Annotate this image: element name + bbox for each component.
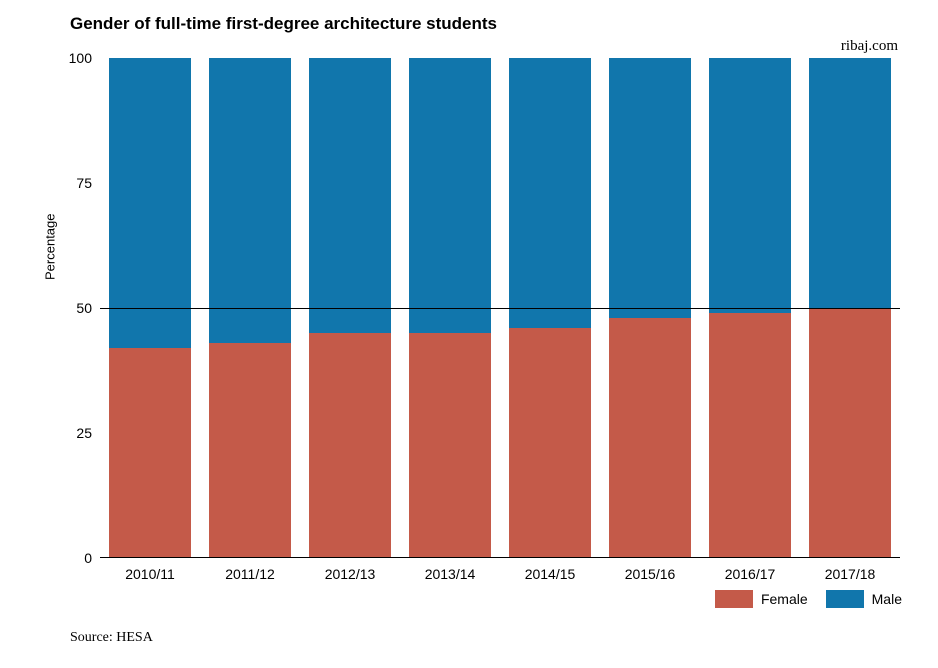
bar-segment-male — [309, 58, 391, 333]
y-tick-label: 25 — [62, 425, 100, 441]
legend-label: Female — [761, 591, 808, 607]
x-tick-label: 2012/13 — [325, 566, 376, 582]
source-label: Source: HESA — [70, 630, 153, 646]
bar-segment-female — [409, 333, 491, 558]
attribution-label: ribaj.com — [841, 38, 898, 55]
x-tick-label: 2011/12 — [225, 566, 275, 582]
bar-segment-male — [609, 58, 691, 318]
bar-segment-female — [109, 348, 191, 558]
x-tick-label: 2013/14 — [425, 566, 476, 582]
legend-item: Female — [715, 590, 808, 608]
bar-segment-female — [209, 343, 291, 558]
bar-segment-female — [609, 318, 691, 558]
bar-segment-female — [809, 308, 891, 558]
legend: Female Male — [715, 590, 902, 608]
x-axis-baseline — [100, 557, 900, 558]
x-tick-label: 2016/17 — [725, 566, 776, 582]
bar-segment-male — [709, 58, 791, 313]
bar-segment-male — [509, 58, 591, 328]
y-tick-label: 75 — [62, 175, 100, 191]
y-axis-label: Percentage — [43, 214, 58, 281]
legend-label: Male — [872, 591, 902, 607]
x-tick-label: 2014/15 — [525, 566, 576, 582]
bar-segment-male — [109, 58, 191, 348]
bar-segment-male — [809, 58, 891, 308]
legend-swatch — [826, 590, 864, 608]
y-tick-label: 50 — [62, 300, 100, 316]
bar-segment-female — [309, 333, 391, 558]
plot-area: 2010/112011/122012/132013/142014/152015/… — [100, 58, 900, 558]
x-tick-label: 2015/16 — [625, 566, 676, 582]
chart-header: Gender of full-time first-degree archite… — [70, 14, 920, 40]
bar-segment-female — [709, 313, 791, 558]
legend-swatch — [715, 590, 753, 608]
midline — [100, 308, 900, 309]
bar-segment-female — [509, 328, 591, 558]
y-tick-label: 100 — [62, 50, 100, 66]
bar-segment-male — [409, 58, 491, 333]
x-tick-label: 2017/18 — [825, 566, 876, 582]
x-tick-label: 2010/11 — [125, 566, 175, 582]
bar-segment-male — [209, 58, 291, 343]
chart-title: Gender of full-time first-degree archite… — [70, 14, 920, 34]
legend-item: Male — [826, 590, 902, 608]
y-tick-label: 0 — [62, 550, 100, 566]
